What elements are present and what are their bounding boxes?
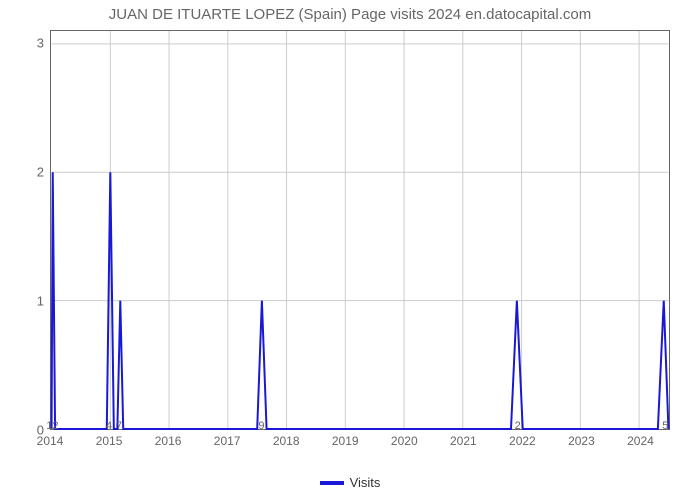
value-annotation: 7 — [116, 420, 122, 432]
x-tick-label: 2014 — [37, 434, 64, 448]
chart-line — [51, 31, 669, 429]
x-tick-label: 2023 — [568, 434, 595, 448]
value-annotation: 5 — [662, 420, 668, 432]
legend: Visits — [0, 474, 700, 490]
x-tick-label: 2020 — [391, 434, 418, 448]
plot-area — [50, 30, 670, 430]
x-tick-label: 2019 — [332, 434, 359, 448]
x-tick-label: 2024 — [627, 434, 654, 448]
value-annotation: 2 — [515, 420, 521, 432]
value-annotation: 4 — [106, 420, 112, 432]
chart-title: JUAN DE ITUARTE LOPEZ (Spain) Page visit… — [0, 6, 700, 23]
x-tick-label: 2018 — [273, 434, 300, 448]
legend-label: Visits — [350, 475, 381, 490]
x-tick-label: 2021 — [450, 434, 477, 448]
value-annotation: 12 — [46, 420, 58, 432]
legend-swatch — [320, 481, 344, 485]
x-tick-label: 2016 — [155, 434, 182, 448]
value-annotation: 9 — [258, 420, 264, 432]
x-tick-label: 2015 — [96, 434, 123, 448]
x-tick-label: 2022 — [509, 434, 536, 448]
y-tick-label: 3 — [24, 35, 44, 50]
x-tick-label: 2017 — [214, 434, 241, 448]
y-tick-label: 1 — [24, 293, 44, 308]
y-tick-label: 2 — [24, 164, 44, 179]
